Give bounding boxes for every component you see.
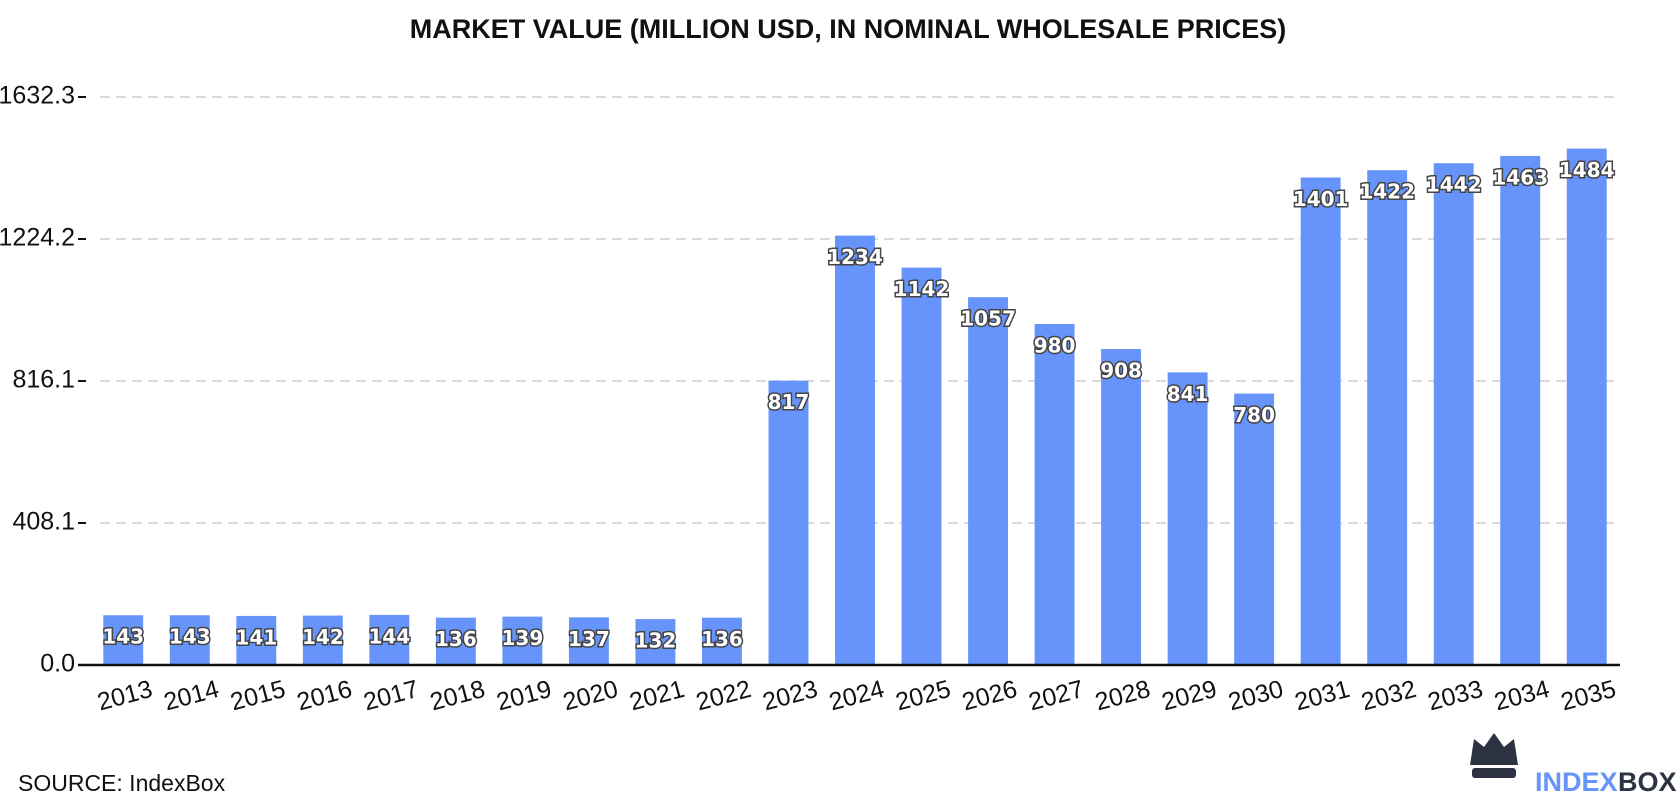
bar — [435, 617, 476, 665]
x-tick-label: 2017 — [360, 675, 421, 716]
x-tick-label: 2021 — [627, 675, 688, 716]
y-tick-label: 816.1 — [12, 366, 75, 394]
bar — [1234, 393, 1275, 665]
bar — [1500, 155, 1541, 665]
x-tick-label: 2027 — [1026, 675, 1087, 716]
value-label: 137 — [568, 627, 610, 651]
value-label: 1142 — [894, 277, 950, 301]
value-label: 136 — [435, 627, 477, 651]
bar — [1034, 323, 1075, 665]
x-tick-label: 2024 — [826, 675, 887, 716]
bar — [169, 615, 210, 665]
bar — [1167, 372, 1208, 665]
x-tick-label: 2014 — [161, 675, 222, 716]
value-label: 143 — [102, 625, 144, 649]
y-tick-label: 0.0 — [40, 650, 75, 678]
x-tick-label: 2032 — [1358, 675, 1419, 716]
x-tick-label: 2030 — [1225, 675, 1286, 716]
bar — [1367, 170, 1408, 665]
x-tick-label: 2031 — [1292, 675, 1353, 716]
bar — [702, 617, 742, 665]
x-tick-label: 2029 — [1159, 675, 1220, 716]
bar — [835, 235, 875, 665]
bar — [901, 267, 942, 665]
y-tick-label: 1632.3 — [0, 82, 75, 110]
bar — [502, 616, 543, 665]
x-tick-label: 2033 — [1425, 675, 1486, 716]
x-tick-label: 2035 — [1558, 675, 1619, 716]
value-label: 980 — [1034, 333, 1076, 357]
x-tick-label: 2034 — [1491, 675, 1552, 716]
x-tick-label: 2020 — [560, 675, 621, 716]
bar — [968, 297, 1008, 665]
bar — [302, 615, 343, 665]
logo-text: INDEX — [1535, 767, 1618, 797]
value-label: 141 — [235, 625, 277, 649]
y-tick-label: 1224.2 — [0, 224, 75, 252]
bar — [568, 617, 609, 665]
value-label: 136 — [701, 627, 743, 651]
logo: INDEX BOX — [1470, 733, 1677, 797]
x-tick-label: 2019 — [494, 675, 555, 716]
bar — [1433, 163, 1474, 665]
logo-text: BOX — [1618, 767, 1677, 797]
bar — [369, 614, 410, 665]
y-tick-label: 408.1 — [12, 508, 75, 536]
value-label: 132 — [635, 629, 677, 653]
x-tick-label: 2018 — [427, 675, 488, 716]
bar — [635, 619, 676, 665]
logo-icon-base — [1472, 768, 1516, 778]
bar — [1300, 177, 1341, 665]
value-label: 1234 — [827, 245, 883, 269]
value-label: 841 — [1167, 382, 1209, 406]
chart-title: MARKET VALUE (MILLION USD, IN NOMINAL WH… — [410, 14, 1287, 44]
x-tick-label: 2022 — [693, 675, 754, 716]
x-tick-label: 2025 — [893, 675, 954, 716]
bar — [1566, 148, 1607, 665]
x-tick-label: 2026 — [959, 675, 1020, 716]
bar — [103, 615, 144, 665]
value-label: 1401 — [1293, 187, 1349, 211]
x-tick-label: 2028 — [1092, 675, 1153, 716]
x-tick-label: 2013 — [94, 675, 155, 716]
bar — [768, 380, 809, 665]
bar — [1101, 349, 1142, 665]
value-label: 1442 — [1426, 173, 1482, 197]
value-label: 817 — [768, 390, 810, 414]
x-tick-label: 2023 — [760, 675, 821, 716]
logo-icon — [1470, 733, 1518, 765]
value-label: 139 — [502, 626, 544, 650]
x-tick-label: 2015 — [227, 675, 288, 716]
value-label: 144 — [368, 624, 410, 648]
source: SOURCE: IndexBox — [18, 770, 226, 796]
x-tick-label: 2016 — [294, 675, 355, 716]
value-label: 143 — [169, 625, 211, 649]
value-label: 1484 — [1559, 158, 1615, 182]
value-label: 1463 — [1492, 165, 1548, 189]
value-label: 908 — [1100, 359, 1142, 383]
value-label: 780 — [1233, 403, 1275, 427]
bar — [236, 615, 277, 665]
value-label: 1422 — [1359, 180, 1415, 204]
value-label: 142 — [302, 625, 344, 649]
value-label: 1057 — [960, 307, 1016, 331]
